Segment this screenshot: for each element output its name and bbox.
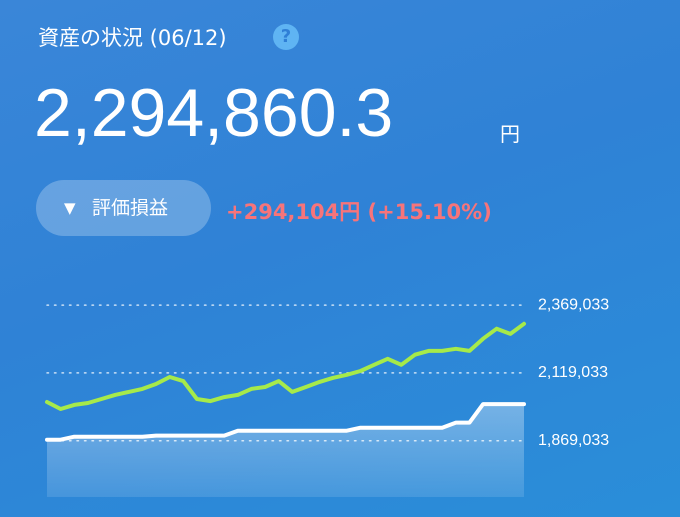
total-value: 2,294,860.3 [34,75,394,151]
gain: +294,104円 (+15.10%) [226,200,492,224]
dropdown-icon: ▼ [64,199,76,217]
y-tick-label: 1,869,033 [538,432,609,449]
title: 資産の状況 (06/12) [38,26,227,50]
toggle-label: 評価損益 [92,197,169,219]
y-tick-label: 2,119,033 [538,364,608,381]
toggle-button[interactable]: ▼ 評価損益 [36,180,211,236]
area [47,404,524,497]
line [45,402,526,442]
line [45,321,526,411]
help-button[interactable]: ? [273,24,299,50]
total-unit: 円 [500,122,520,146]
y-tick-label: 2,369,033 [538,296,609,313]
